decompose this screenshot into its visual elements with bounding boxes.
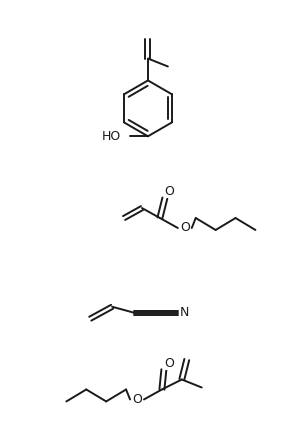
- Text: O: O: [180, 222, 190, 235]
- Text: HO: HO: [102, 130, 121, 143]
- Text: O: O: [164, 357, 174, 370]
- Text: O: O: [132, 393, 142, 406]
- Text: N: N: [180, 306, 190, 319]
- Text: O: O: [164, 185, 174, 198]
